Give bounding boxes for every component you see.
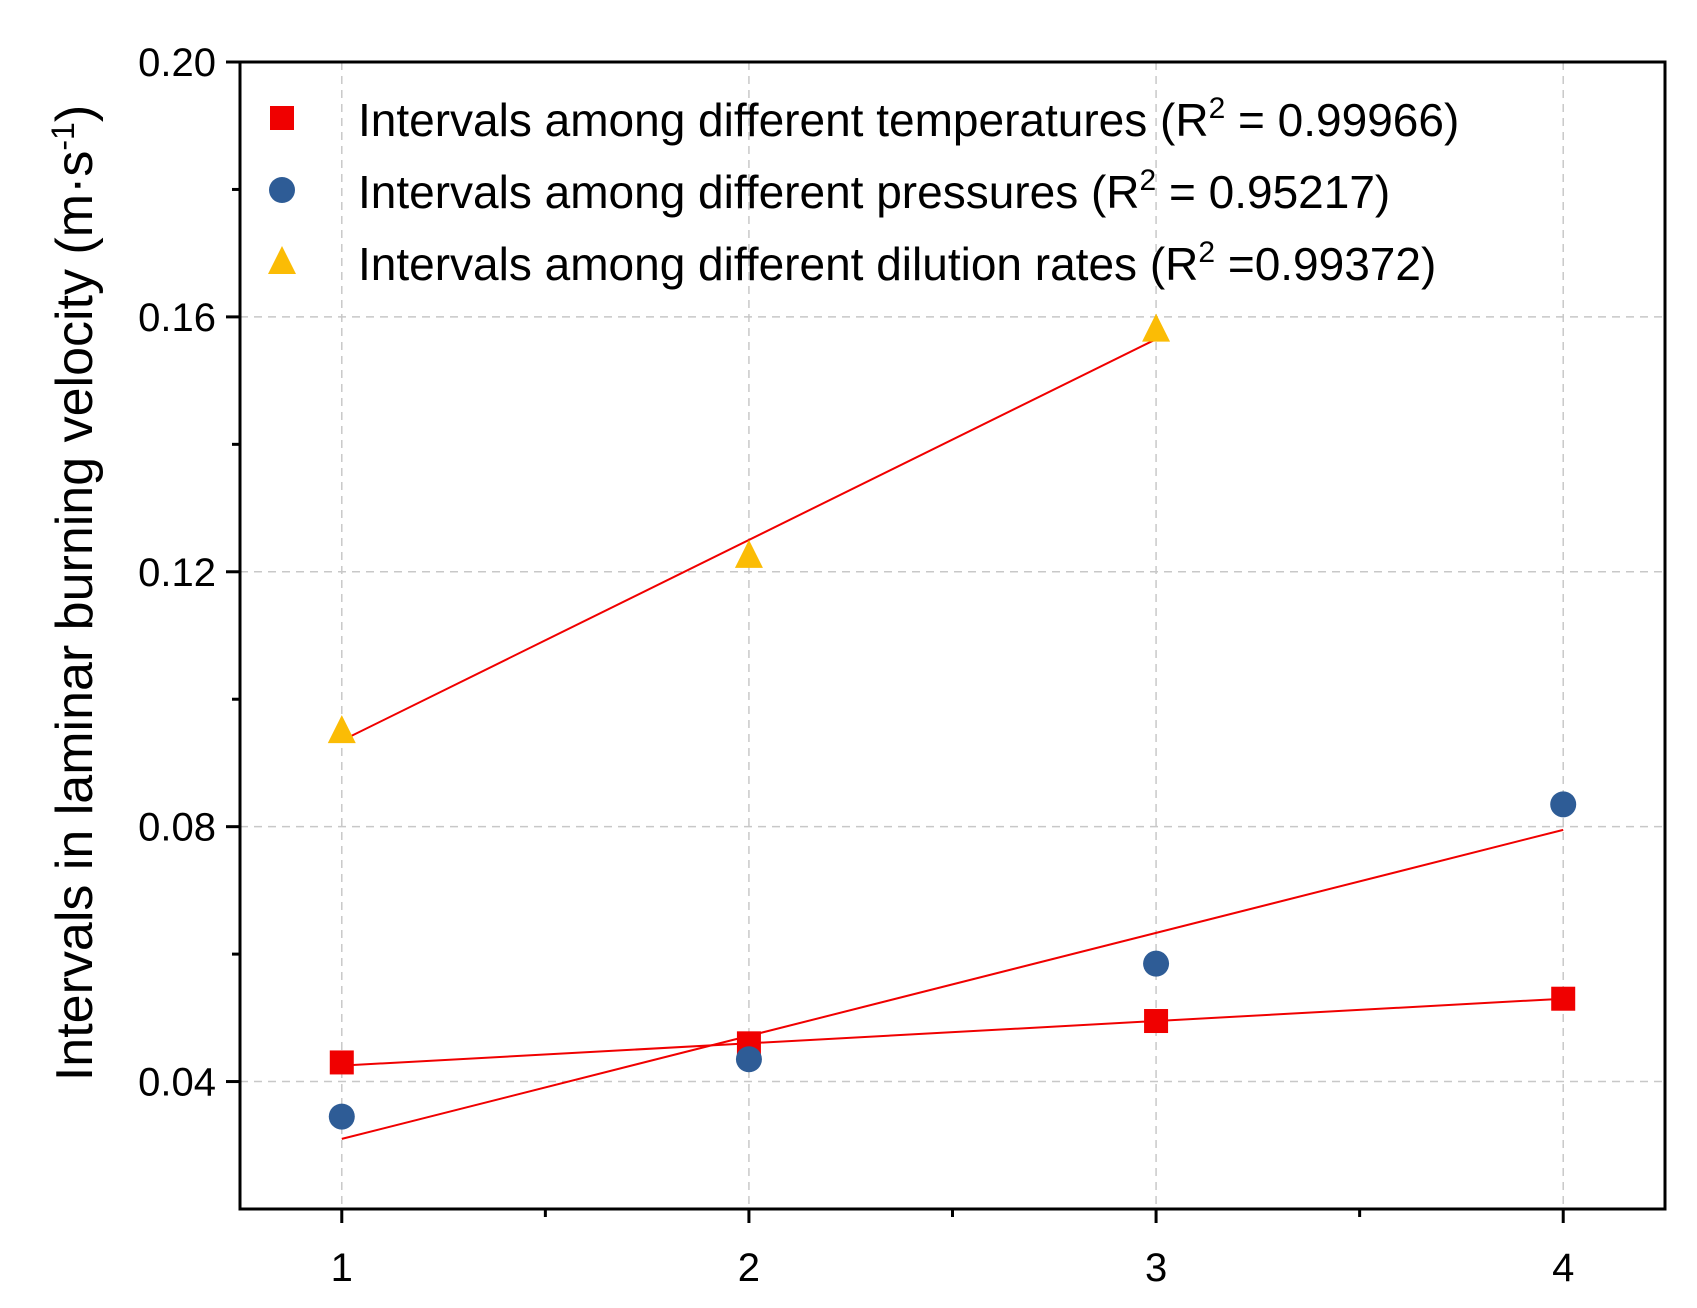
legend-label-superscript: 2 <box>1140 164 1157 197</box>
legend-marker-dilution-rates <box>268 246 296 274</box>
y-axis-title-main: Intervals in laminar burning velocity (m… <box>46 151 104 1082</box>
y-tick-label: 0.04 <box>138 1061 216 1105</box>
y-tick-label: 0.20 <box>138 41 216 85</box>
grid <box>240 61 1665 1209</box>
point-temperatures <box>329 1050 354 1075</box>
point-temperatures <box>1551 986 1576 1011</box>
point-pressures <box>1550 791 1577 818</box>
x-tick-label: 2 <box>738 1246 760 1290</box>
point-pressures <box>328 1103 355 1130</box>
legend: Intervals among different temperatures (… <box>268 92 1459 290</box>
point-dilution-rates <box>1142 313 1171 342</box>
legend-label-text: Intervals among different temperatures (… <box>358 94 1209 146</box>
legend-label-r2: = 0.99966) <box>1225 94 1459 146</box>
y-axis-title: Intervals in laminar burning velocity (m… <box>45 105 104 1081</box>
point-dilution-rates <box>734 539 763 568</box>
legend-label-superscript: 2 <box>1198 236 1215 269</box>
x-tick-label: 1 <box>331 1246 353 1290</box>
data-markers <box>327 313 1577 1130</box>
legend-label-text: Intervals among different pressures (R <box>358 166 1140 218</box>
y-axis-title-sup: -1 <box>45 122 81 150</box>
fit-lines <box>341 338 1564 1140</box>
fit-line-pressures <box>341 828 1564 1140</box>
tick-labels: 1 2 3 4 0.04 0.08 0.12 0.16 0.20 <box>138 41 1574 1290</box>
point-pressures <box>1143 950 1170 977</box>
legend-marker-pressures <box>269 177 295 203</box>
point-pressures <box>735 1046 762 1073</box>
legend-label-r2: = 0.95217) <box>1156 166 1390 218</box>
point-temperatures <box>1144 1009 1169 1034</box>
legend-marker-temperatures <box>270 106 294 130</box>
axis-ticks <box>226 60 1565 1223</box>
point-dilution-rates <box>327 715 356 744</box>
plot-frame <box>238 60 1667 1211</box>
y-tick-label: 0.16 <box>138 296 216 340</box>
fit-line-temperatures <box>341 997 1564 1067</box>
x-tick-label: 3 <box>1145 1246 1167 1290</box>
y-tick-label: 0.08 <box>138 806 216 850</box>
legend-label-dilution-rates: Intervals among different dilution rates… <box>358 236 1436 290</box>
legend-label-text: Intervals among different dilution rates… <box>358 238 1198 290</box>
y-tick-label: 0.12 <box>138 551 216 595</box>
y-axis-title-close: ) <box>46 105 104 122</box>
x-tick-label: 4 <box>1552 1246 1574 1290</box>
legend-label-superscript: 2 <box>1209 92 1226 125</box>
legend-label-r2: =0.99372) <box>1215 238 1436 290</box>
legend-label-temperatures: Intervals among different temperatures (… <box>358 92 1459 146</box>
legend-label-pressures: Intervals among different pressures (R2 … <box>358 164 1390 218</box>
